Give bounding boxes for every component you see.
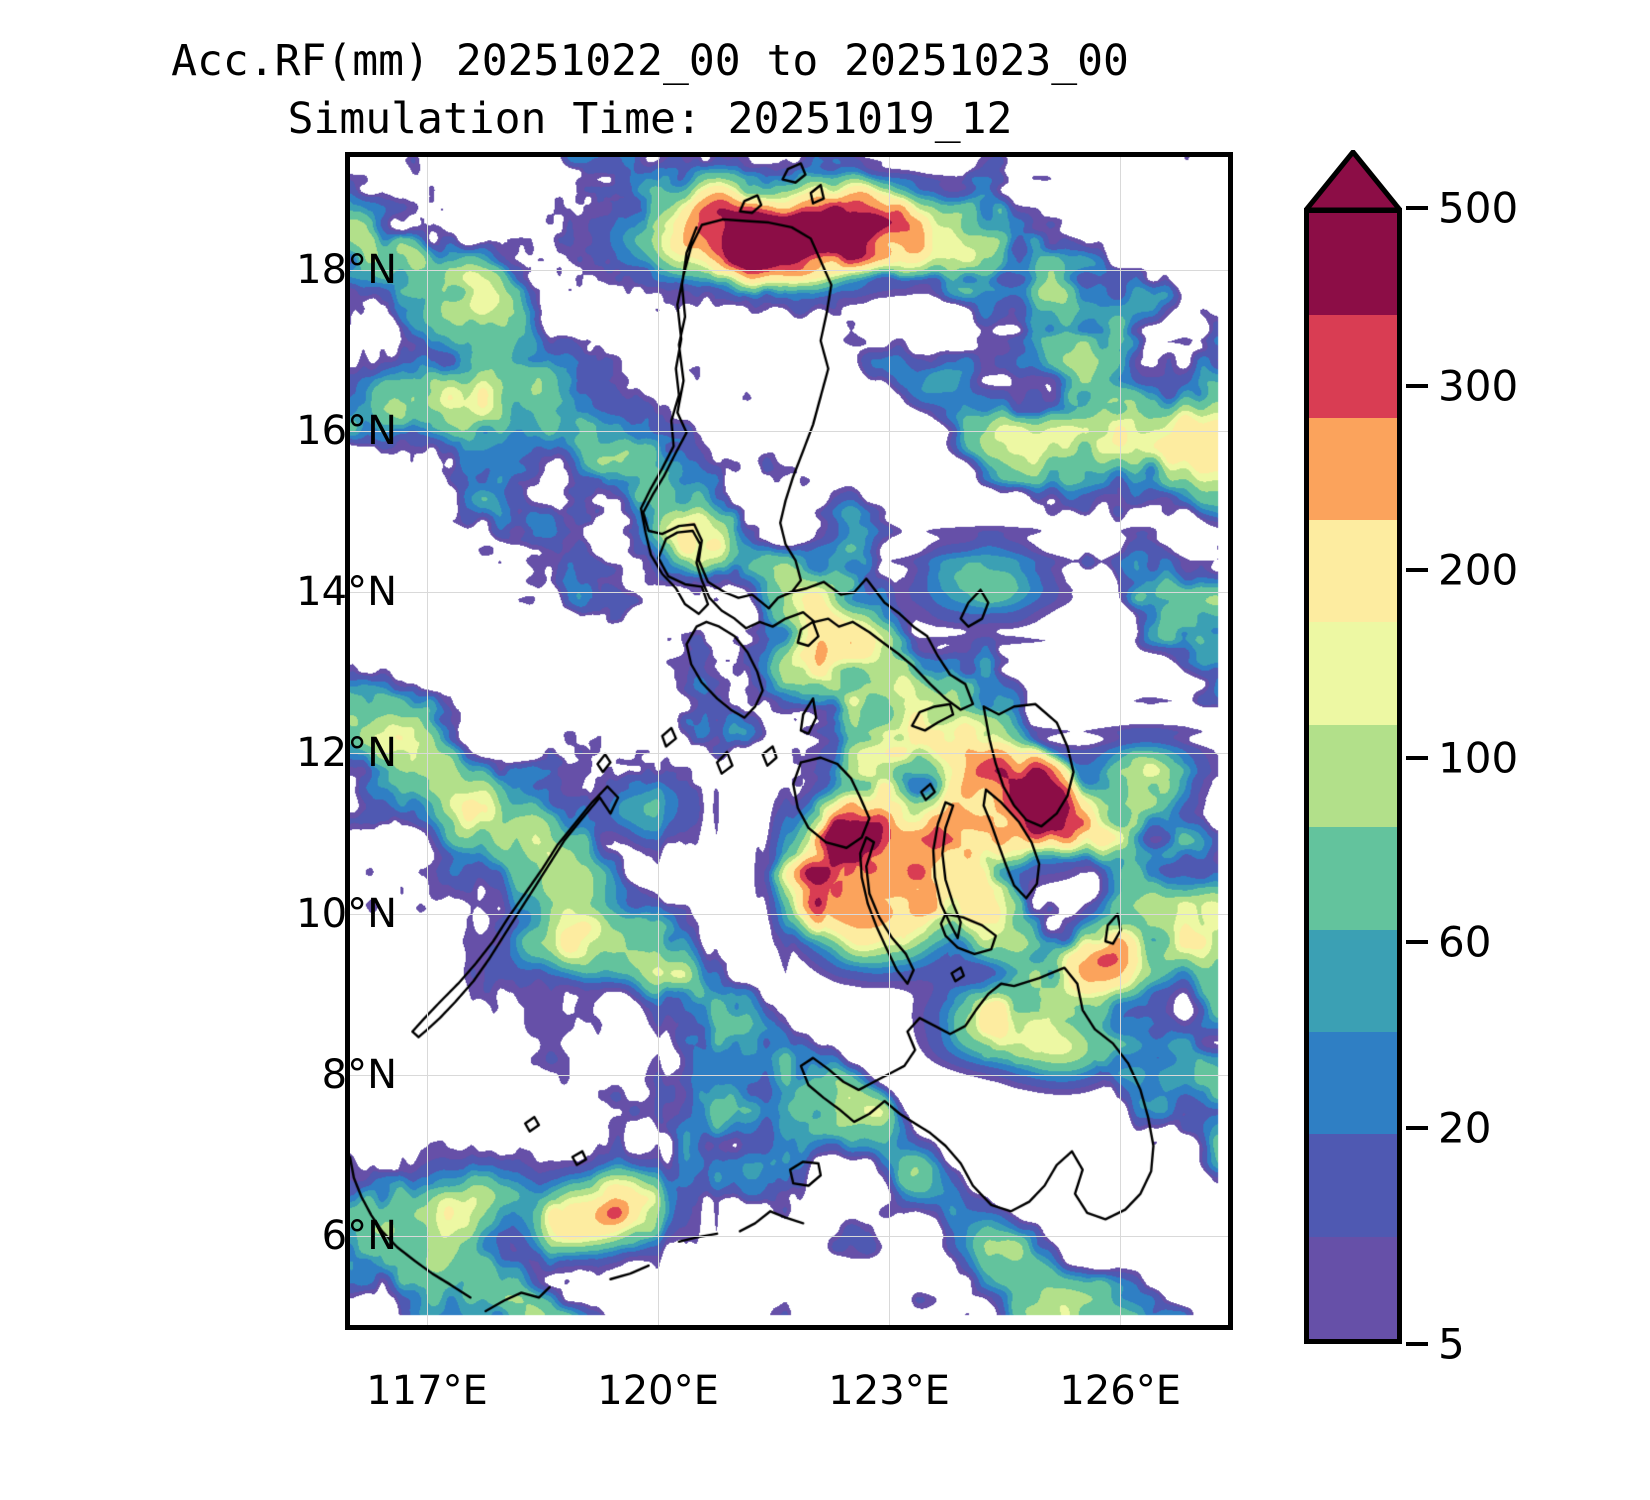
colorbar-tick-mark bbox=[1406, 384, 1428, 388]
gridline-horizontal bbox=[350, 591, 1228, 593]
colorbar-band bbox=[1309, 213, 1397, 316]
colorbar-band bbox=[1309, 1031, 1397, 1135]
colorbar-tick-label: 60 bbox=[1438, 917, 1492, 967]
latitude-tick-label: 6°N bbox=[321, 1213, 397, 1260]
colorbar-tick-label: 200 bbox=[1438, 545, 1519, 595]
colorbar-tick-mark bbox=[1406, 756, 1428, 760]
map-plot-area bbox=[345, 152, 1233, 1330]
colorbar-band bbox=[1309, 827, 1397, 930]
longitude-tick-label: 126°E bbox=[1059, 1368, 1181, 1414]
rainfall-contour-canvas bbox=[350, 157, 1228, 1325]
latitude-tick-label: 18°N bbox=[296, 246, 397, 293]
colorbar-tick-label: 100 bbox=[1438, 733, 1519, 783]
colorbar-over-arrow bbox=[1304, 150, 1402, 212]
colorbar-band bbox=[1309, 724, 1397, 828]
gridline-vertical bbox=[1120, 157, 1122, 1325]
gridline-horizontal bbox=[350, 753, 1228, 755]
latitude-tick-label: 14°N bbox=[296, 568, 397, 615]
colorbar-tick-label: 5 bbox=[1438, 1319, 1465, 1369]
gridline-horizontal bbox=[350, 1075, 1228, 1077]
latitude-tick-label: 16°N bbox=[296, 407, 397, 454]
latitude-tick-label: 8°N bbox=[321, 1052, 397, 1099]
gridline-vertical bbox=[889, 157, 891, 1325]
colorbar: 5 20 60 100 200 300 500 bbox=[1296, 150, 1518, 1369]
colorbar-tick-mark bbox=[1406, 940, 1428, 944]
longitude-tick-label: 117°E bbox=[366, 1368, 488, 1414]
gridline-horizontal bbox=[350, 914, 1228, 916]
colorbar-band bbox=[1309, 520, 1397, 623]
longitude-tick-label: 123°E bbox=[828, 1368, 950, 1414]
gridline-horizontal bbox=[350, 1236, 1228, 1238]
colorbar-tick-label: 20 bbox=[1438, 1103, 1492, 1153]
colorbar-tick-mark bbox=[1406, 568, 1428, 572]
colorbar-band bbox=[1309, 1236, 1397, 1339]
colorbar-tick-mark bbox=[1406, 206, 1428, 210]
colorbar-tick-mark bbox=[1406, 1342, 1428, 1346]
colorbar-tick-label: 300 bbox=[1438, 361, 1519, 411]
colorbar-tick-mark bbox=[1406, 1126, 1428, 1130]
colorbar-band bbox=[1309, 1134, 1397, 1237]
latitude-tick-label: 10°N bbox=[296, 891, 397, 938]
colorbar-band bbox=[1309, 315, 1397, 418]
longitude-tick-label: 120°E bbox=[597, 1368, 719, 1414]
colorbar-gradient bbox=[1304, 208, 1402, 1344]
gridline-horizontal bbox=[350, 269, 1228, 271]
gridline-vertical bbox=[658, 157, 660, 1325]
gridline-horizontal bbox=[350, 430, 1228, 432]
colorbar-tick-label: 500 bbox=[1438, 183, 1519, 233]
latitude-tick-label: 12°N bbox=[296, 730, 397, 777]
gridline-vertical bbox=[427, 157, 429, 1325]
colorbar-band bbox=[1309, 417, 1397, 521]
title-line-1: Acc.RF(mm) 20251022_00 to 20251023_00 bbox=[171, 36, 1129, 86]
colorbar-band bbox=[1309, 929, 1397, 1032]
title-line-2: Simulation Time: 20251019_12 bbox=[287, 94, 1013, 144]
chart-title: Acc.RF(mm) 20251022_00 to 20251023_00 Si… bbox=[0, 32, 1300, 148]
colorbar-band bbox=[1309, 622, 1397, 725]
